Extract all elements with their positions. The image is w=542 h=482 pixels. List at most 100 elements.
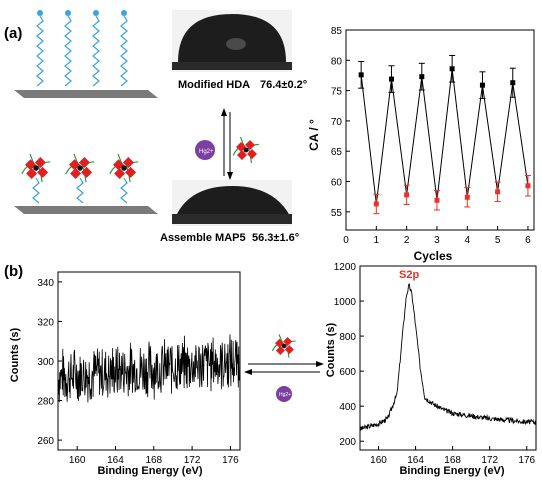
panel-a-label: (a) xyxy=(4,25,22,42)
data-point xyxy=(388,76,394,82)
data-point xyxy=(434,197,440,203)
data-point xyxy=(449,66,455,72)
y-tick-label: 400 xyxy=(339,402,356,413)
head-group xyxy=(65,10,71,16)
x-axis-label: Cycles xyxy=(414,249,453,263)
x-axis-label: Binding Energy (eV) xyxy=(399,465,504,477)
substrate-top xyxy=(14,90,158,98)
x-tick-label: 5 xyxy=(495,235,501,246)
x-tick-label: 160 xyxy=(370,455,387,466)
y-tick-label: 600 xyxy=(339,367,356,378)
reversible-arrows xyxy=(244,361,324,375)
y-tick-label: 1000 xyxy=(334,297,357,308)
x-tick-label: 172 xyxy=(481,455,498,466)
x-tick-label: 176 xyxy=(222,455,239,466)
modified-angle: 76.4±0.2° xyxy=(260,79,307,91)
data-point xyxy=(373,201,379,207)
xps-spectrum-before: Counts (s) Binding Energy (eV) 160 164 168… xyxy=(9,271,241,477)
y-tick-label: 800 xyxy=(339,332,356,343)
hg-label: Hg2+ xyxy=(279,392,291,398)
head-group xyxy=(93,10,99,16)
x-tick-label: 160 xyxy=(69,455,86,466)
x-tick-label: 6 xyxy=(525,235,531,246)
assembled-angle: 56.3±1.6° xyxy=(252,232,299,244)
assembled-surface-schematic xyxy=(14,153,158,214)
head-group xyxy=(37,10,43,16)
map5-molecule xyxy=(271,334,296,358)
x-tick-label: 164 xyxy=(107,455,124,466)
y-tick-label: 280 xyxy=(37,397,54,408)
y-tick-label: 200 xyxy=(339,437,356,448)
data-point xyxy=(525,183,531,189)
modified-surface-schematic xyxy=(14,10,158,98)
assembled-caption: Assemble MAP5 xyxy=(160,232,246,244)
xps-spectrum-after: Counts (s) Binding Energy (eV) 160 164 168… xyxy=(325,262,537,477)
hg-ion-icon: Hg2+ xyxy=(276,386,292,402)
x-axis-label: Binding Energy (eV) xyxy=(97,465,202,477)
panel-b-label: (b) xyxy=(4,263,23,280)
plot-frame xyxy=(345,29,535,231)
alkyl-chain xyxy=(32,177,40,204)
hg-label: Hg2+ xyxy=(199,149,214,155)
alkyl-chain xyxy=(92,15,100,87)
switch-arrows xyxy=(221,108,233,180)
droplet-photo-hydrophilic xyxy=(172,180,292,226)
alkyl-chain xyxy=(76,177,84,204)
x-tick-label: 168 xyxy=(444,455,461,466)
spectrum-line xyxy=(57,334,241,403)
map5-molecule-icon xyxy=(271,334,296,358)
spectrum-line xyxy=(359,283,537,432)
alkyl-chains xyxy=(36,10,128,87)
y-tick-label: 60 xyxy=(331,178,343,189)
plot-frame xyxy=(359,265,537,451)
y-tick-label: 70 xyxy=(331,117,343,128)
y-axis-label: Counts (s) xyxy=(325,322,337,377)
x-tick-label: 172 xyxy=(184,455,201,466)
y-tick-label: 320 xyxy=(37,317,54,328)
data-point xyxy=(419,74,425,80)
map5-molecule xyxy=(65,153,95,183)
x-tick-label: 3 xyxy=(434,235,440,246)
x-tick-label: 176 xyxy=(518,455,535,466)
y-tick-label: 260 xyxy=(37,436,54,447)
map5-molecule xyxy=(21,153,51,183)
droplet-photo-hydrophobic xyxy=(172,10,292,72)
alkyl-chain xyxy=(64,15,72,87)
contact-angle-chart: CA / ° Cycles 0 1 2 3 4 5 6 55 60 65 70 75 80 85 xyxy=(307,26,535,263)
x-tick-label: 168 xyxy=(145,455,162,466)
alkyl-chain xyxy=(120,177,128,204)
y-tick-label: 65 xyxy=(331,147,343,158)
y-tick-label: 80 xyxy=(331,56,343,67)
x-tick-label: 2 xyxy=(404,235,410,246)
hg-ion-icon: Hg2+ xyxy=(195,140,215,160)
peak-label: S2p xyxy=(399,269,419,281)
head-group xyxy=(121,10,127,16)
y-tick-label: 300 xyxy=(37,357,54,368)
map5-molecule xyxy=(109,153,139,183)
alkyl-chains-assembled xyxy=(32,177,128,204)
modified-caption: Modified HDA xyxy=(178,79,250,91)
x-tick-label: 1 xyxy=(374,235,380,246)
y-tick-label: 340 xyxy=(37,278,54,289)
data-point xyxy=(510,80,516,86)
data-point xyxy=(495,189,501,195)
y-tick-label: 75 xyxy=(331,87,343,98)
data-point xyxy=(404,192,410,198)
series-line xyxy=(360,68,529,204)
y-tick-label: 1200 xyxy=(334,262,357,273)
x-tick-label: 4 xyxy=(465,235,471,246)
y-axis-label: Counts (s) xyxy=(9,327,21,382)
alkyl-chain xyxy=(36,15,44,87)
substrate-bottom xyxy=(14,206,158,214)
y-tick-label: 55 xyxy=(331,208,343,219)
x-tick-label: 0 xyxy=(343,235,349,246)
map5-molecule xyxy=(232,136,259,163)
map5-molecule-icon xyxy=(232,136,259,163)
y-axis-label: CA / ° xyxy=(307,119,321,151)
map5-assemblies xyxy=(21,153,139,183)
y-tick-label: 85 xyxy=(331,26,343,37)
data-point xyxy=(464,194,470,200)
x-tick-label: 164 xyxy=(407,455,424,466)
data-point xyxy=(479,82,485,88)
